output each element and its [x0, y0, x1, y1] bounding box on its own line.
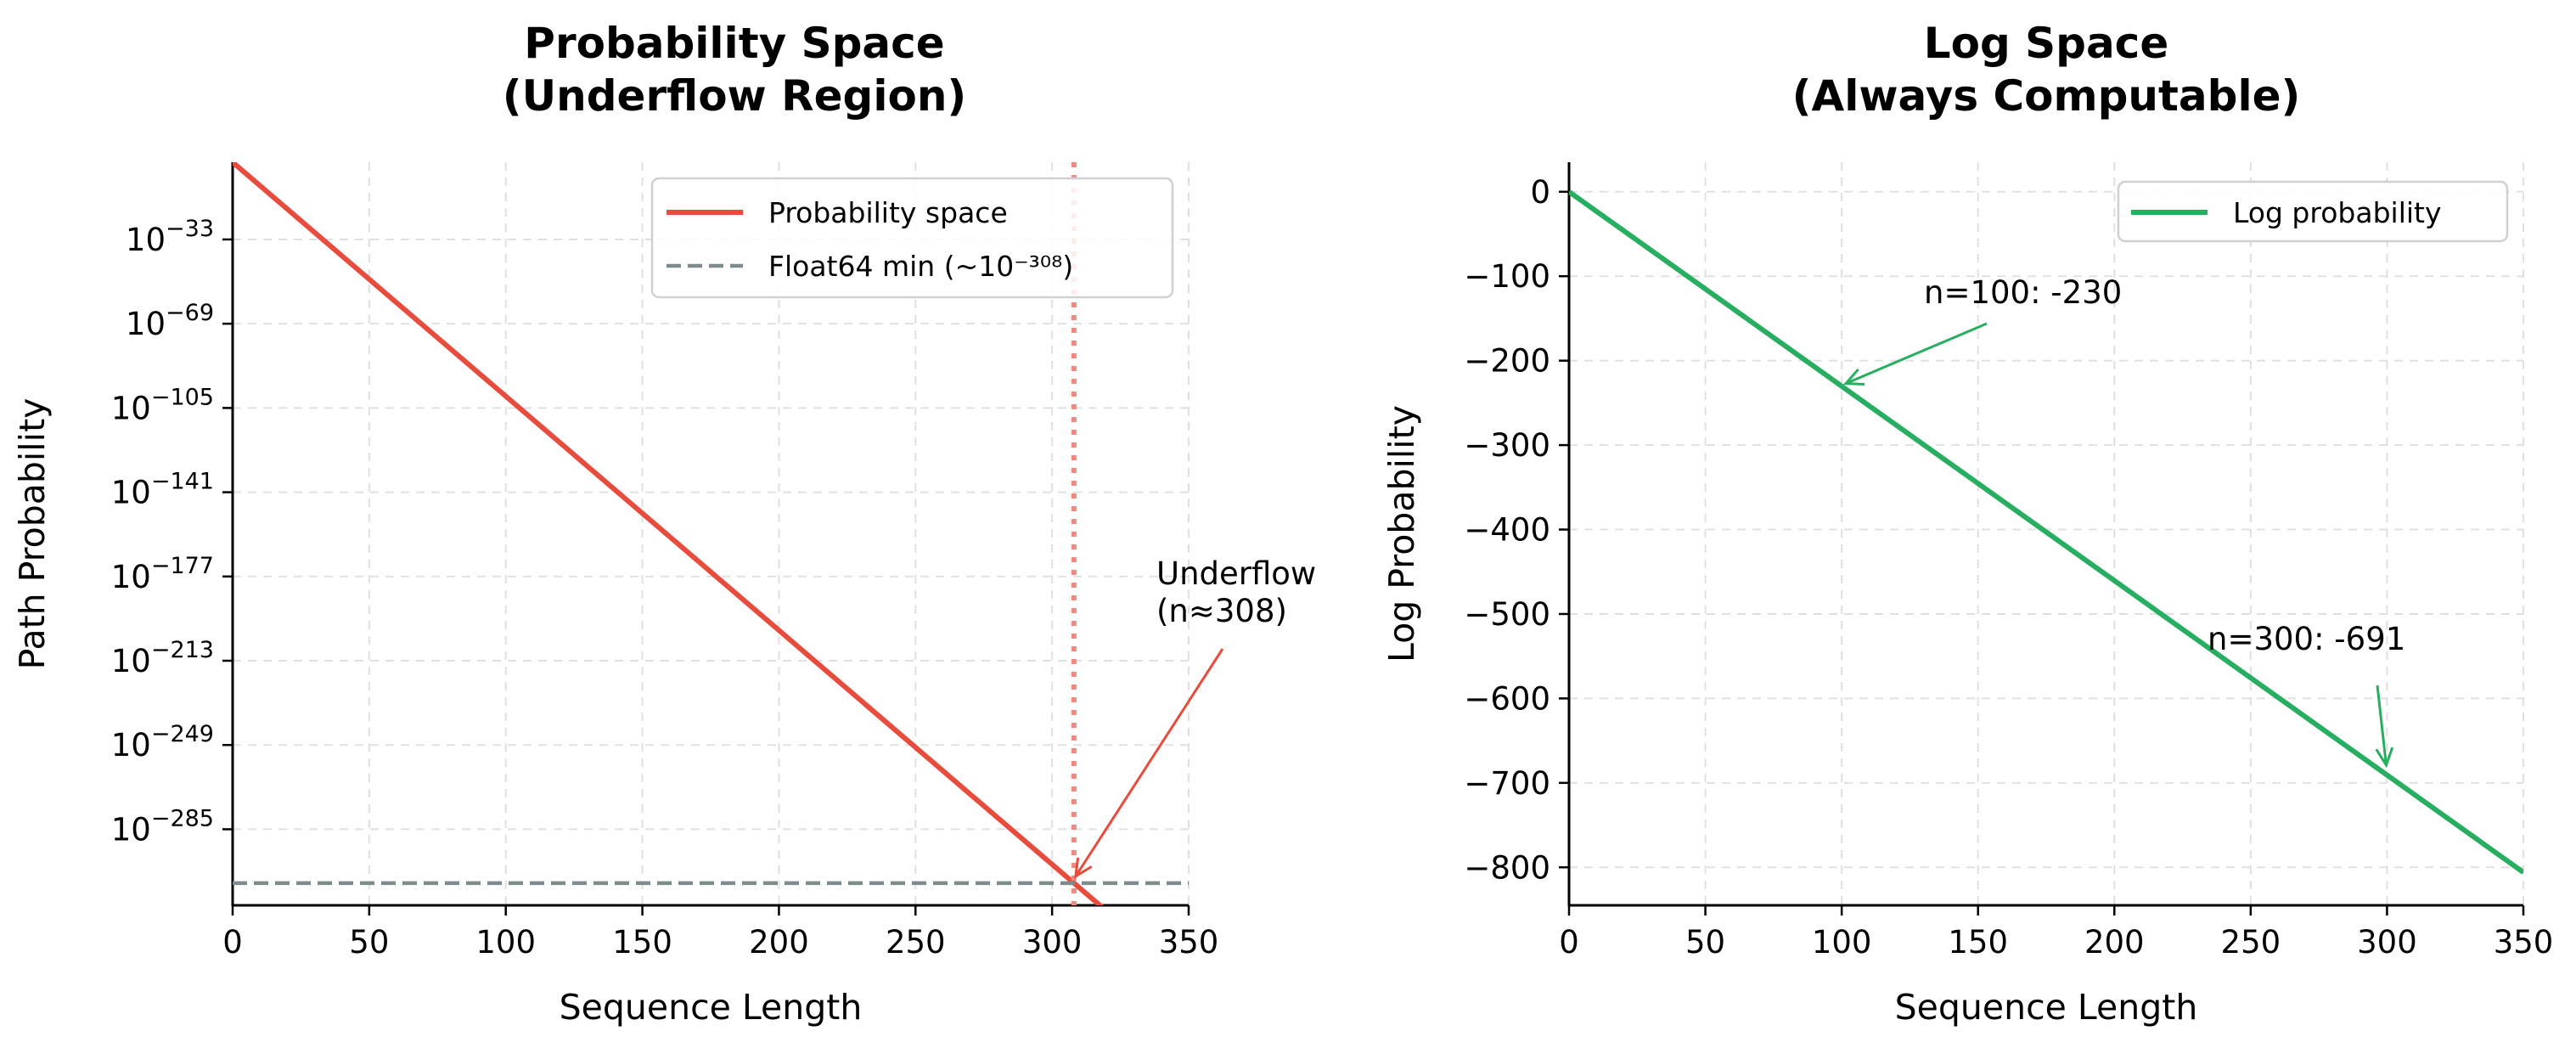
y-tick-label: 10−69	[126, 300, 214, 342]
y-tick-label: 10−213	[111, 637, 214, 679]
underflow-arrow	[1074, 648, 1224, 877]
y-tick-label: −500	[1464, 596, 1550, 633]
y-axis-label: Log Probability	[1381, 405, 1422, 662]
y-tick-label: 10−285	[111, 805, 214, 848]
title-line: Log Space	[1924, 19, 2169, 68]
x-tick-label: 0	[1559, 924, 1579, 961]
annotation-n300-arrow-head	[2375, 747, 2394, 769]
plot-area	[1569, 189, 2523, 875]
y-tick-label: −600	[1464, 680, 1550, 717]
y-tick-label: 10−33	[126, 216, 214, 258]
annotation-n100-arrow	[1845, 322, 1988, 385]
x-axis-label: Sequence Length	[1895, 987, 2198, 1028]
y-tick-label: −200	[1464, 343, 1550, 380]
probability-line	[233, 162, 1105, 905]
legend: Probability space Float64 min (~10⁻³⁰⁸)	[650, 177, 1174, 299]
x-tick-label: 250	[2221, 924, 2281, 961]
title-line: (Underflow Region)	[503, 71, 967, 121]
legend-entry: Float64 min (~10⁻³⁰⁸)	[768, 250, 1073, 283]
annotation-n300-arrow	[2376, 685, 2388, 766]
annotation-n300: n=300: -691	[2208, 621, 2405, 657]
title-line: Probability Space	[524, 19, 944, 68]
legend-box	[650, 177, 1174, 299]
x-tick-label: 0	[222, 924, 243, 961]
chart-title: Log Space (Always Computable)	[1792, 19, 2301, 121]
x-axis-label: Sequence Length	[560, 987, 863, 1028]
legend-entry: Probability space	[768, 196, 1008, 229]
y-tick-label: 10−249	[111, 721, 214, 763]
y-tick-label: 0	[1530, 174, 1550, 211]
x-tick-label: 300	[2357, 924, 2417, 961]
x-tick-label: 150	[1948, 924, 2008, 961]
log-probability-line	[1569, 189, 2523, 875]
y-axis-label: Path Probability	[12, 398, 53, 670]
log-space-chart: 0 50 100 150 200 250 300 350 0 −100 −200 −300 −400 −5…	[1381, 19, 2553, 1028]
plot-area	[233, 162, 1189, 905]
x-tick-label: 200	[749, 924, 809, 961]
x-tick-label: 350	[1159, 924, 1219, 961]
legend: Log probability	[2117, 180, 2509, 243]
y-tick-label: −400	[1464, 512, 1550, 549]
x-tick-label: 50	[1685, 924, 1725, 961]
legend-entry: Log probability	[2233, 196, 2442, 229]
x-tick-label: 300	[1022, 924, 1083, 961]
x-tick-label: 150	[612, 924, 672, 961]
probability-space-chart: 0 50 100 150 200 250 300 350 10−33 10−69 10−105 10−…	[12, 19, 1316, 1028]
y-tick-label: −800	[1464, 849, 1550, 886]
x-tick-label: 250	[886, 924, 946, 961]
x-tick-label: 350	[2494, 924, 2554, 961]
chart-title: Probability Space (Underflow Region)	[503, 19, 967, 121]
underflow-arrow-head	[1074, 857, 1093, 879]
annotation-n100-arrow-head	[1842, 368, 1865, 386]
x-tick-label: 200	[2084, 924, 2145, 961]
title-line: (Always Computable)	[1792, 71, 2301, 121]
y-tick-label: −300	[1464, 427, 1550, 464]
underflow-annotation: Underflow (n≈308)	[1156, 555, 1316, 629]
x-tick-label: 50	[349, 924, 389, 961]
y-tick-label: −100	[1464, 258, 1550, 295]
y-tick-label: 10−177	[111, 553, 214, 595]
y-tick-label: 10−105	[111, 384, 214, 426]
x-tick-label: 100	[475, 924, 536, 961]
legend-box	[2117, 180, 2509, 243]
y-tick-label: 10−141	[111, 469, 214, 511]
y-tick-label: −700	[1464, 765, 1550, 802]
annotation-n100: n=100: -230	[1924, 274, 2122, 311]
x-tick-label: 100	[1812, 924, 1872, 961]
